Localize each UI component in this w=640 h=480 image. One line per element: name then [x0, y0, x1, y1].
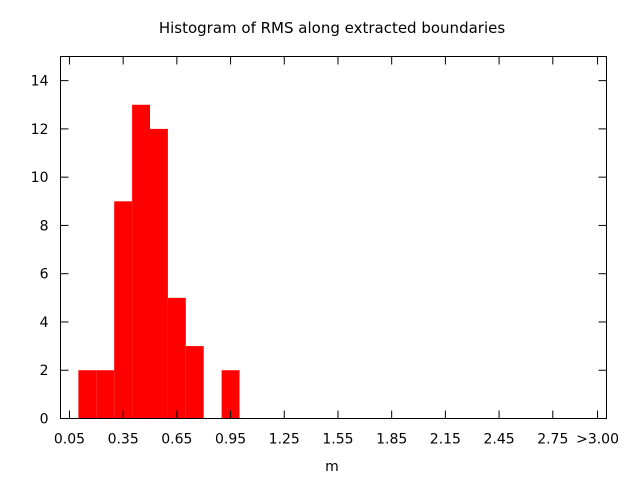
x-tick-label: 2.15	[430, 432, 461, 448]
histogram-bar	[221, 370, 240, 419]
y-axis: 0 2 4 6 8 10 12 14	[31, 74, 607, 428]
histogram-bar	[185, 346, 204, 419]
y-tick-label: 0	[40, 412, 49, 428]
y-tick-label: 12	[31, 122, 49, 138]
histogram-bar	[96, 370, 115, 419]
plot-frame	[60, 56, 607, 419]
x-tick-label: 0.05	[54, 432, 85, 448]
x-tick-label: 0.35	[108, 432, 139, 448]
histogram-bar	[132, 104, 151, 419]
y-tick-label: 10	[31, 170, 49, 186]
x-axis-label: m	[325, 459, 339, 475]
x-tick-label: >3.00	[576, 432, 619, 448]
x-tick-label: 0.95	[215, 432, 246, 448]
histogram-bar	[78, 370, 97, 419]
x-tick-label: 1.55	[322, 432, 353, 448]
histogram-bar	[150, 128, 168, 419]
x-tick-label: 1.25	[269, 432, 300, 448]
chart-title: Histogram of RMS along extracted boundar…	[159, 19, 506, 37]
bars-group	[78, 104, 240, 419]
histogram-bar	[167, 297, 186, 419]
x-tick-label: 1.85	[376, 432, 407, 448]
y-tick-label: 8	[40, 218, 49, 234]
x-tick-label: 0.65	[161, 432, 192, 448]
y-tick-label: 14	[31, 74, 49, 90]
x-axis: 0.05 0.35 0.65 0.95 1.25 1.55 1.85 2.15 2.45 2.75…	[54, 56, 619, 448]
y-tick-label: 6	[40, 267, 49, 283]
y-tick-label: 4	[40, 315, 49, 331]
x-tick-label: 2.45	[484, 432, 515, 448]
histogram-bar	[114, 201, 133, 419]
x-tick-label: 2.75	[537, 432, 568, 448]
y-tick-label: 2	[40, 363, 49, 379]
